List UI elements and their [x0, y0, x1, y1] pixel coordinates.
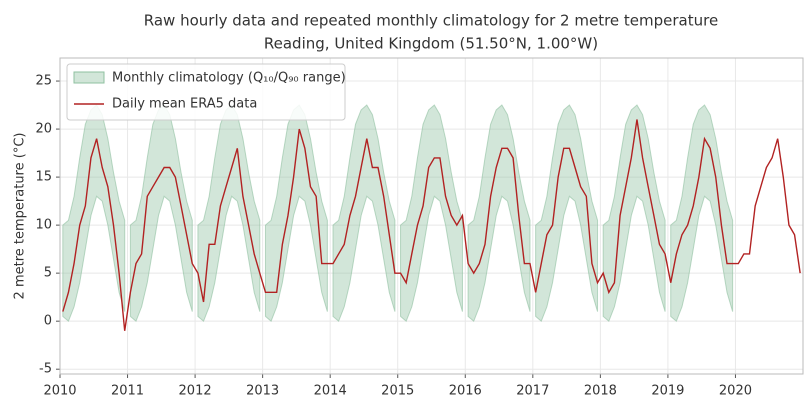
y-tick-label: 10 — [35, 218, 52, 233]
climatology-band — [264, 104, 328, 323]
climatology-band — [535, 104, 599, 323]
x-tick-label: 2012 — [179, 384, 212, 399]
y-tick-label: 5 — [44, 266, 52, 281]
legend-label: Daily mean ERA5 data — [112, 97, 257, 112]
legend-box — [66, 63, 346, 121]
plot-area — [62, 104, 801, 331]
x-tick-label: 2017 — [516, 384, 549, 399]
x-tick-label: 2014 — [314, 384, 347, 399]
y-tick-label: 0 — [44, 314, 52, 329]
x-tick-label: 2015 — [381, 384, 414, 399]
data-line — [62, 119, 801, 331]
x-tick-label: 2016 — [449, 384, 482, 399]
climatology-band — [602, 104, 666, 323]
climatology-band — [62, 104, 126, 323]
climatology-band — [197, 104, 261, 323]
plot-frame — [59, 57, 804, 375]
y-axis-label: 2 metre temperature (°C) — [13, 133, 28, 300]
x-tick-label: 2013 — [246, 384, 279, 399]
chart-subtitle: Reading, United Kingdom (51.50°N, 1.00°W… — [264, 35, 598, 53]
climatology-band — [670, 104, 734, 323]
climatology-band — [400, 104, 463, 323]
x-tick-label: 2018 — [584, 384, 617, 399]
climatology-band — [332, 104, 396, 323]
y-tick-label: 25 — [35, 74, 52, 89]
chart-title: Raw hourly data and repeated monthly cli… — [144, 12, 718, 30]
climatology-band — [467, 104, 531, 323]
y-tick-label: 20 — [35, 122, 52, 137]
climatology-band — [129, 104, 193, 323]
y-tick-label: 15 — [35, 170, 52, 185]
x-tick-label: 2020 — [719, 384, 752, 399]
y-tick-label: -5 — [39, 362, 52, 377]
legend-swatch — [73, 71, 105, 84]
legend-label: Monthly climatology (Q₁₀/Q₉₀ range) — [112, 71, 346, 86]
x-tick-label: 2011 — [111, 384, 144, 399]
x-tick-label: 2010 — [43, 384, 76, 399]
x-tick-label: 2019 — [651, 384, 684, 399]
